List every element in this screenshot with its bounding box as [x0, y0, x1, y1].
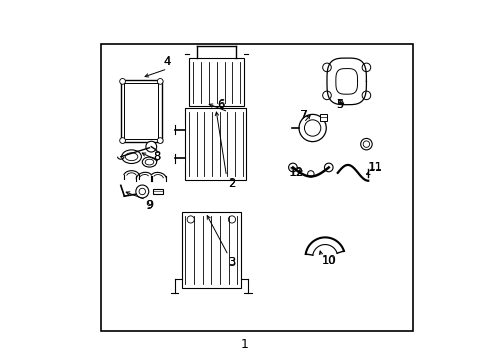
Text: 3: 3 — [228, 256, 235, 269]
Circle shape — [139, 188, 145, 195]
Circle shape — [120, 138, 125, 143]
Circle shape — [136, 185, 148, 198]
Circle shape — [228, 216, 235, 223]
Bar — [121, 80, 162, 142]
Text: 7: 7 — [299, 109, 307, 122]
Circle shape — [120, 78, 125, 84]
Text: 11: 11 — [367, 162, 382, 172]
Bar — [153, 189, 163, 194]
Circle shape — [322, 63, 330, 72]
Circle shape — [145, 141, 156, 152]
Bar — [174, 126, 185, 134]
Text: 8: 8 — [153, 150, 160, 163]
Circle shape — [363, 141, 369, 147]
Text: 10: 10 — [321, 254, 336, 267]
Text: 8: 8 — [153, 152, 160, 162]
Circle shape — [322, 91, 330, 100]
Circle shape — [157, 78, 163, 84]
Text: 11: 11 — [367, 161, 382, 174]
Text: 2: 2 — [228, 179, 235, 189]
Circle shape — [288, 163, 297, 172]
Text: 9: 9 — [145, 199, 153, 212]
Text: 4: 4 — [163, 57, 171, 67]
Text: 12: 12 — [288, 166, 304, 179]
Text: 5: 5 — [335, 98, 343, 111]
Ellipse shape — [145, 159, 153, 165]
Circle shape — [362, 63, 370, 72]
Text: 6: 6 — [217, 98, 224, 111]
Ellipse shape — [122, 150, 141, 163]
Text: 2: 2 — [228, 177, 235, 190]
Circle shape — [187, 216, 194, 223]
Ellipse shape — [142, 157, 156, 167]
Circle shape — [307, 171, 313, 177]
Text: 12: 12 — [289, 168, 303, 178]
Text: 7: 7 — [300, 111, 306, 121]
Bar — [174, 154, 185, 163]
Bar — [124, 83, 158, 139]
Text: 5: 5 — [335, 100, 342, 110]
Text: 6: 6 — [217, 100, 224, 110]
Circle shape — [360, 138, 371, 150]
Text: 3: 3 — [228, 257, 235, 267]
Bar — [188, 58, 244, 107]
Bar — [319, 113, 326, 121]
Circle shape — [324, 163, 332, 172]
Bar — [101, 44, 412, 330]
Circle shape — [157, 138, 163, 143]
Bar — [185, 108, 246, 180]
Ellipse shape — [125, 153, 138, 161]
Text: 9: 9 — [145, 200, 153, 210]
Bar — [182, 212, 241, 288]
Circle shape — [298, 114, 325, 141]
Text: 1: 1 — [240, 338, 248, 351]
Circle shape — [304, 120, 320, 136]
Text: 10: 10 — [321, 256, 335, 266]
Text: 4: 4 — [163, 55, 171, 68]
Circle shape — [362, 91, 370, 100]
